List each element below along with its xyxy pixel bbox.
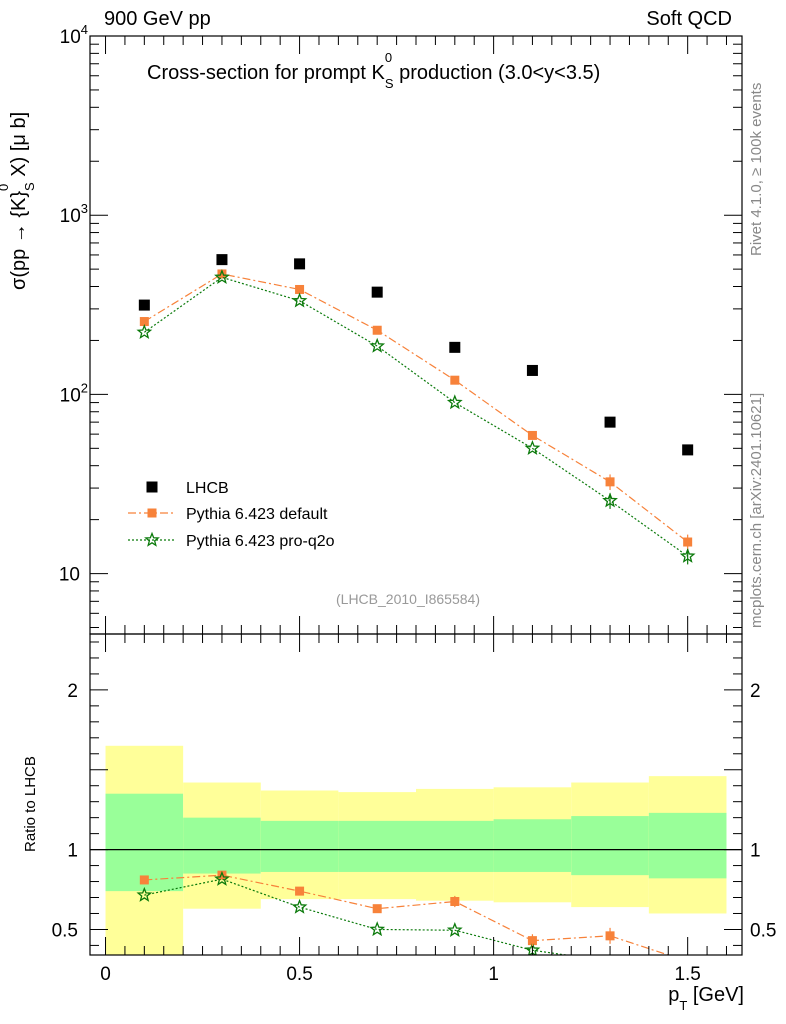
y-tick-label-1: 102 <box>60 380 88 406</box>
ratio-inner-band-0 <box>105 793 184 892</box>
lhcb-point-7 <box>682 444 694 456</box>
ratio-point-default-2 <box>295 886 305 896</box>
pythia-proq2o-point-0 <box>136 324 153 340</box>
pythia-default-point-5 <box>527 430 537 440</box>
ratio-point-proq2o-3 <box>369 921 386 937</box>
y-tick-label-0: 10 <box>59 565 80 586</box>
x-tick-label-3: 1.5 <box>674 964 700 985</box>
ratio-inner-band-3 <box>338 820 416 872</box>
pythia-proq2o-point-4 <box>446 394 463 410</box>
ratio-line-1 <box>144 878 570 955</box>
main-plot-area <box>136 254 696 565</box>
series-line-1 <box>144 273 689 543</box>
ratio-inner-band-1 <box>183 817 261 874</box>
pythia-proq2o-point-5 <box>524 440 541 456</box>
ratio-y-tick-label-left-1: 1 <box>67 841 78 862</box>
ratio-inner-band-7 <box>648 812 727 879</box>
pythia-default-point-3 <box>372 325 382 335</box>
x-tick-label-0: 0 <box>100 964 111 985</box>
ratio-inner-band-4 <box>416 820 494 872</box>
ratio-point-proq2o-2 <box>291 898 308 914</box>
ratio-line-0 <box>144 874 671 955</box>
pythia-default-point-0 <box>139 317 149 327</box>
lhcb-point-0 <box>138 299 150 311</box>
pythia-proq2o-point-1 <box>214 269 230 285</box>
ratio-y-tick-label-left-0: 0.5 <box>52 920 78 941</box>
ratio-point-proq2o-1 <box>214 870 230 886</box>
pythia-default-point-4 <box>450 375 460 385</box>
ratio-y-tick-label-right-2: 2 <box>750 681 761 702</box>
legend-marker-proq2o <box>144 531 160 547</box>
legend-marker-default <box>147 508 157 518</box>
ratio-point-proq2o-0 <box>136 886 153 902</box>
ratio-point-proq2o-4 <box>446 921 463 937</box>
series-line-2 <box>143 276 689 557</box>
ratio-point-default-0 <box>139 875 149 885</box>
legend-marker-lhcb <box>146 481 158 493</box>
ratio-point-proq2o-6 <box>609 953 611 955</box>
lhcb-point-4 <box>449 341 461 353</box>
lhcb-point-2 <box>294 258 306 270</box>
y-tick-label-2: 103 <box>60 201 88 227</box>
analysis-reference: (LHCB_2010_I865584) <box>336 591 480 607</box>
lhcb-point-5 <box>526 364 538 376</box>
x-tick-label-2: 1 <box>488 964 499 985</box>
lhcb-point-3 <box>371 286 383 298</box>
header-right: Soft QCD <box>646 8 732 30</box>
y-tick-label-3: 104 <box>60 22 88 48</box>
legend-label-2: Pythia 6.423 pro-q2o <box>186 533 335 550</box>
ratio-inner-band-2 <box>260 820 339 872</box>
ratio-point-default-3 <box>372 904 382 914</box>
x-axis-label: pT [GeV] <box>668 984 744 1013</box>
header-left: 900 GeV pp <box>104 8 211 30</box>
ratio-inner-band-6 <box>571 816 649 876</box>
lhcb-point-1 <box>216 254 228 266</box>
pythia-proq2o-point-3 <box>369 337 386 353</box>
pythia-proq2o-point-2 <box>291 292 308 308</box>
ratio-bands <box>90 745 742 955</box>
legend-label-1: Pythia 6.423 default <box>186 506 328 523</box>
ratio-y-tick-label-left-2: 2 <box>67 681 78 702</box>
ratio-point-default-1 <box>217 870 227 880</box>
pythia-default-point-2 <box>295 284 305 294</box>
pythia-default-point-1 <box>217 269 227 279</box>
ratio-y-tick-label-right-1: 1 <box>750 841 761 862</box>
x-tick-label-1: 0.5 <box>286 964 312 985</box>
ratio-y-tick-label-right-0: 0.5 <box>750 920 776 941</box>
legend-label-0: LHCB <box>186 480 229 497</box>
lhcb-point-6 <box>604 416 616 428</box>
ratio-inner-band-5 <box>493 819 572 872</box>
